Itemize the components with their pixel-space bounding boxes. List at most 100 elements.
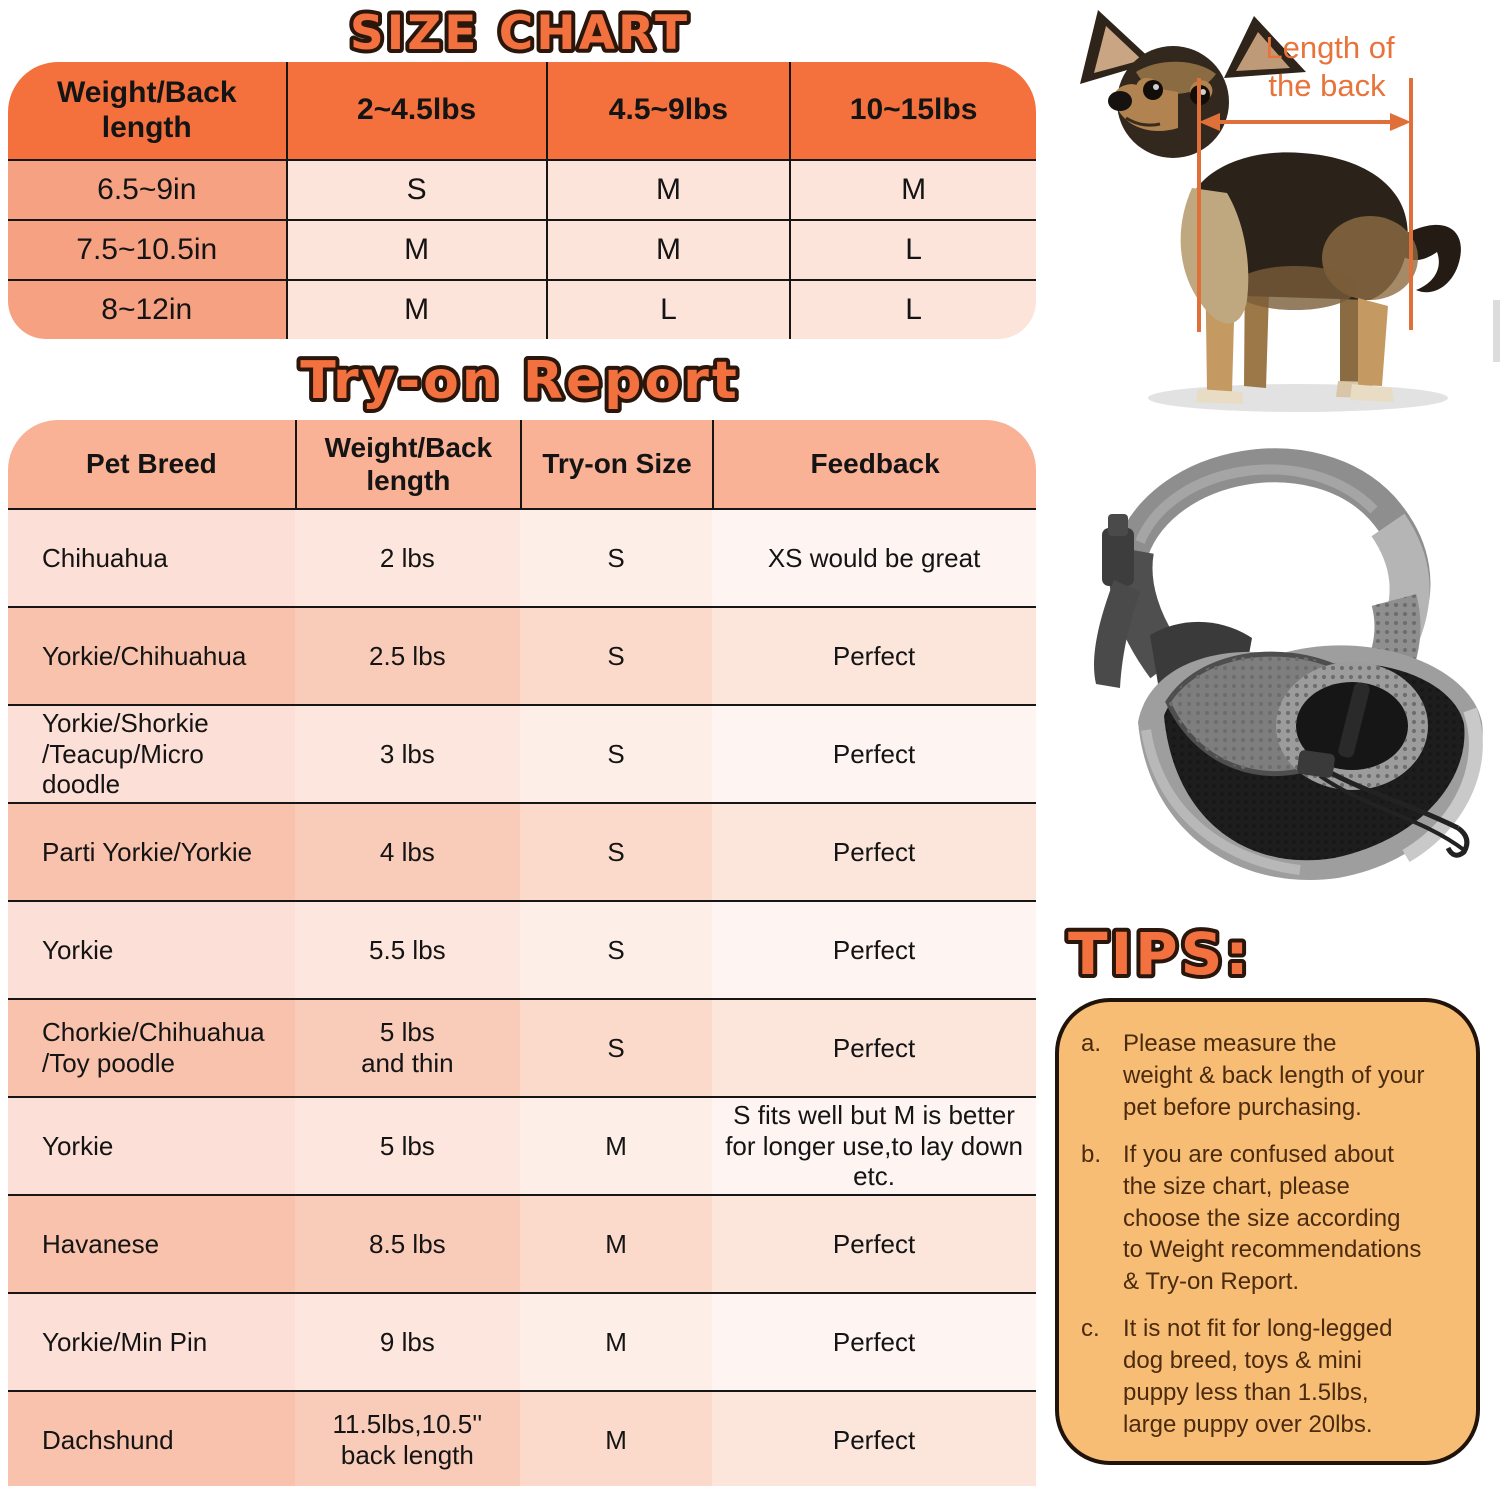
- tryon-cell-breed: Havanese: [8, 1196, 295, 1293]
- size-chart-size-cell: M: [285, 281, 546, 339]
- sling-buckle: [1102, 528, 1134, 586]
- tryon-cell-weight: 9 lbs: [294, 1294, 520, 1391]
- size-chart-row: 8~12in M L L: [8, 279, 1036, 339]
- tips-title: TIPS:: [1064, 916, 1253, 992]
- sling-cord-end: [1445, 825, 1470, 858]
- tryon-cell-feedback: Perfect: [712, 1000, 1036, 1097]
- tryon-cell-feedback: S fits well but M is better for longer u…: [712, 1098, 1036, 1195]
- sling-buckle-top: [1108, 514, 1128, 536]
- tryon-cell-feedback: Perfect: [712, 1294, 1036, 1391]
- dog-shadow: [1148, 384, 1448, 412]
- tryon-cell-breed: Parti Yorkie/Yorkie: [8, 804, 295, 901]
- tryon-cell-size: S: [519, 510, 713, 607]
- tips-item-text: It is not fit for long-legged dog breed,…: [1123, 1315, 1393, 1438]
- back-length-annotation-line2: the back: [1268, 68, 1386, 103]
- size-chart-size-cell: L: [545, 281, 790, 339]
- tryon-cell-size: S: [519, 804, 713, 901]
- tips-item: b. If you are confused about the size cha…: [1081, 1139, 1458, 1299]
- tryon-cell-weight: 4 lbs: [294, 804, 520, 901]
- sling-drawstring-2: [1318, 774, 1466, 852]
- tips-item-marker: c.: [1081, 1315, 1100, 1343]
- size-chart-back-length-cell: 8~12in: [8, 281, 286, 339]
- tryon-cell-breed: Yorkie/Shorkie /Teacup/Micro doodle: [8, 706, 295, 803]
- tryon-cell-weight: 3 lbs: [294, 706, 520, 803]
- tips-item-marker: b.: [1081, 1140, 1102, 1168]
- tryon-cell-breed: Yorkie/Min Pin: [8, 1294, 295, 1391]
- dog-mouth: [1125, 116, 1161, 127]
- tryon-cell-weight: 5.5 lbs: [294, 902, 520, 999]
- tryon-header-cell: Pet Breed: [86, 448, 217, 480]
- tryon-report-table: Pet Breed Weight/Back length Try-on Size Fe…: [8, 420, 1036, 1486]
- tryon-cell-feedback: Perfect: [712, 1392, 1036, 1486]
- size-chart-header-cell: 10~15lbs: [789, 62, 1036, 159]
- dog-eye-right-glint: [1200, 89, 1206, 95]
- tryon-cell-weight: 5 lbs and thin: [294, 1000, 520, 1097]
- tryon-report-row: Dachshund 11.5lbs,10.5'' back length M Perf…: [8, 1390, 1036, 1486]
- tryon-cell-breed: Yorkie: [8, 902, 295, 999]
- sling-opening-rim-texture: [1276, 662, 1428, 790]
- tryon-report-row: Chihuahua 2 lbs S XS would be great: [8, 508, 1036, 607]
- size-chart-row: 7.5~10.5in M M L: [8, 219, 1036, 279]
- sling-inner-strap: [1338, 682, 1370, 758]
- size-chart-header-cell: 2~4.5lbs: [285, 62, 546, 159]
- measure-arrowhead-right: [1390, 113, 1411, 131]
- tryon-cell-weight: 8.5 lbs: [294, 1196, 520, 1293]
- tryon-cell-feedback: Perfect: [712, 1196, 1036, 1293]
- tryon-report-title: Try-on Report: [296, 347, 741, 415]
- size-chart-size-cell: M: [545, 161, 790, 219]
- dog-hind-leg: [1358, 298, 1388, 386]
- tryon-cell-feedback: Perfect: [712, 706, 1036, 803]
- tips-item-marker: a.: [1081, 1030, 1102, 1057]
- size-chart-size-cell: M: [789, 161, 1036, 219]
- tryon-cell-size: M: [519, 1294, 713, 1391]
- tryon-cell-weight: 5 lbs: [294, 1098, 520, 1195]
- tryon-report-title-text: Try-on Report: [300, 351, 740, 411]
- tryon-header-cell: Weight/Back length: [294, 420, 520, 508]
- tryon-cell-feedback: Perfect: [712, 902, 1036, 999]
- tryon-cell-weight: 11.5lbs,10.5'' back length: [294, 1392, 520, 1486]
- tryon-report-row: Yorkie/Min Pin 9 lbs M Perfect: [8, 1292, 1036, 1391]
- tryon-header-cell: Feedback: [712, 420, 1036, 508]
- dog-front-paw: [1196, 389, 1243, 404]
- dog-belly: [1233, 266, 1357, 310]
- tryon-cell-size: S: [519, 902, 713, 999]
- dog-right-ear-inner: [1236, 32, 1290, 71]
- tryon-report-row: Yorkie/Shorkie /Teacup/Micro doodle 3 lbs…: [8, 704, 1036, 803]
- tryon-cell-breed: Dachshund: [8, 1392, 295, 1486]
- sling-bag-rim-right: [1402, 707, 1483, 863]
- tryon-report-body: Chihuahua 2 lbs S XS would be great Yorkie/C…: [8, 508, 1036, 1486]
- size-chart-size-cell: S: [285, 161, 546, 219]
- size-chart-size-cell: M: [545, 221, 790, 279]
- size-chart-title-text: SIZE CHART: [350, 6, 690, 61]
- tryon-cell-size: S: [519, 1000, 713, 1097]
- sling-strap-highlight: [1135, 464, 1378, 545]
- measure-arrowhead-left: [1199, 113, 1220, 131]
- tryon-report-header-row: Pet Breed Weight/Back length Try-on Size Fe…: [8, 420, 1036, 508]
- cropped-object-sliver: [1493, 300, 1500, 362]
- tips-item-text: Please measure the weight & back length …: [1123, 1030, 1425, 1121]
- size-chart-back-length-cell: 6.5~9in: [8, 161, 286, 219]
- back-length-annotation-line1: Length of: [1265, 30, 1395, 65]
- dog-hind-paw: [1350, 384, 1394, 402]
- tryon-cell-size: M: [519, 1196, 713, 1293]
- dog-eye-left: [1143, 80, 1163, 100]
- sling-strap-tail: [1094, 580, 1140, 688]
- tryon-cell-weight: 2 lbs: [294, 510, 520, 607]
- dog-eye-left-glint: [1153, 84, 1159, 90]
- tryon-cell-weight: 2.5 lbs: [294, 608, 520, 705]
- dog-left-ear-inner: [1094, 26, 1142, 73]
- sling-bag-photo: [1094, 448, 1483, 881]
- tryon-report-row: Yorkie/Chihuahua 2.5 lbs S Perfect: [8, 606, 1036, 705]
- tips-box: a. Please measure the weight & back lengt…: [1055, 998, 1480, 1465]
- tryon-cell-feedback: Perfect: [712, 608, 1036, 705]
- size-chart-size-cell: L: [789, 281, 1036, 339]
- size-chart-header-row: Weight/Back length 2~4.5lbs 4.5~9lbs 10~15l…: [8, 62, 1036, 159]
- tryon-cell-feedback: Perfect: [712, 804, 1036, 901]
- tips-item: c. It is not fit for long-legged dog bree…: [1081, 1313, 1458, 1441]
- size-chart-back-length-cell: 7.5~10.5in: [8, 221, 286, 279]
- size-chart-size-cell: M: [285, 221, 546, 279]
- size-chart-size-cell: L: [789, 221, 1036, 279]
- tryon-report-row: Parti Yorkie/Yorkie 4 lbs S Perfect: [8, 802, 1036, 901]
- size-chart-header-cell: 4.5~9lbs: [545, 62, 790, 159]
